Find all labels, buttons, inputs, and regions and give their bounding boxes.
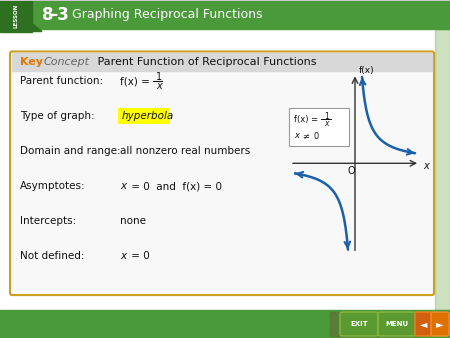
Text: all nonzero real numbers: all nonzero real numbers [120,146,250,156]
Text: Graphing Reciprocal Functions: Graphing Reciprocal Functions [64,8,262,21]
Text: hyperbola: hyperbola [122,112,174,121]
Text: x: x [324,119,328,128]
Bar [0,28,450,310]
Text: x: x [120,251,126,261]
Text: x: x [120,181,126,191]
FancyBboxPatch shape [415,312,433,336]
FancyBboxPatch shape [378,312,416,336]
Text: $\neq$ 0: $\neq$ 0 [301,130,320,141]
Text: 1: 1 [156,72,162,82]
Text: x: x [423,161,429,171]
Text: Not defined:: Not defined: [20,251,85,261]
FancyBboxPatch shape [289,108,349,146]
Bar [0,1,32,31]
Bar [0,310,450,338]
Text: Domain and range:: Domain and range: [20,146,121,156]
Text: Intercepts:: Intercepts: [20,216,76,226]
Text: Concept: Concept [44,57,90,68]
Bar [12,53,432,71]
FancyBboxPatch shape [10,51,434,295]
Text: Parent Function of Reciprocal Functions: Parent Function of Reciprocal Functions [94,57,316,68]
Text: Parent function:: Parent function: [20,76,103,87]
Text: Type of graph:: Type of graph: [20,112,94,121]
Text: MENU: MENU [386,321,409,327]
Polygon shape [32,24,42,31]
Text: f(x) =: f(x) = [120,76,150,87]
Text: –3: –3 [49,5,69,24]
Bar [118,108,170,124]
Bar [435,28,450,310]
Bar [0,1,450,28]
Text: x: x [156,81,162,91]
Text: = 0  and  f(x) = 0: = 0 and f(x) = 0 [128,181,222,191]
Text: Key: Key [20,57,43,68]
Text: x: x [294,131,299,140]
Text: none: none [120,216,146,226]
Bar [330,312,420,336]
Text: f(x): f(x) [359,66,374,75]
Text: 8: 8 [42,5,54,24]
Text: ►: ► [436,319,444,329]
FancyBboxPatch shape [340,312,378,336]
Text: O: O [347,166,355,176]
Text: f(x) =: f(x) = [294,115,318,124]
Text: = 0: = 0 [128,251,150,261]
Text: EXIT: EXIT [350,321,368,327]
Text: LESSON: LESSON [14,3,18,28]
Text: ◄: ◄ [420,319,428,329]
FancyBboxPatch shape [431,312,449,336]
Text: 1: 1 [324,112,329,121]
Text: Asymptotes:: Asymptotes: [20,181,86,191]
